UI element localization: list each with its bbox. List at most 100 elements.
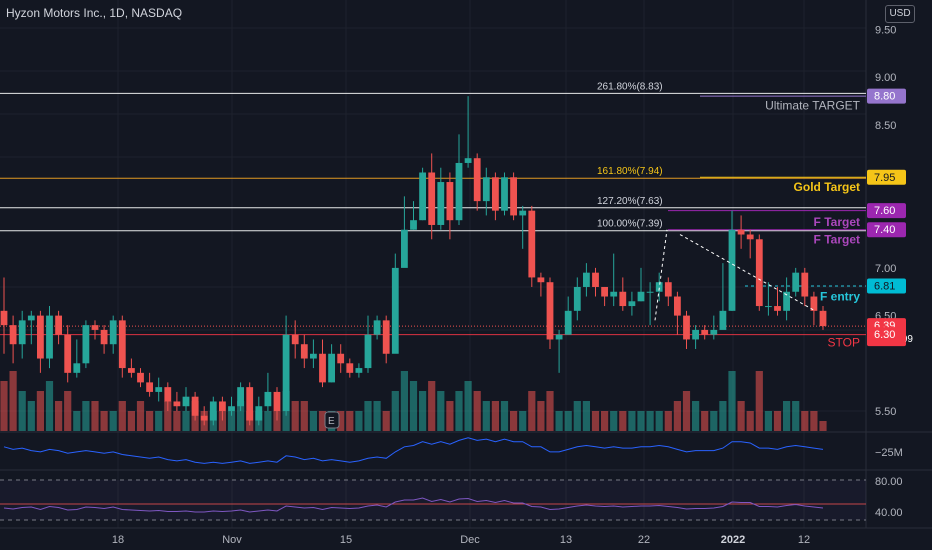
candle bbox=[346, 358, 354, 378]
volume-bar bbox=[464, 381, 472, 431]
currency-button[interactable]: USD bbox=[885, 5, 915, 23]
candle bbox=[118, 315, 126, 378]
volume-bar bbox=[118, 401, 126, 431]
candle-body bbox=[746, 234, 754, 240]
volume-bar bbox=[182, 411, 190, 431]
volume-bar bbox=[746, 411, 754, 431]
volume-bar bbox=[455, 391, 463, 431]
volume-bar bbox=[728, 371, 736, 431]
symbol-title[interactable]: Hyzon Motors Inc., 1D, NASDAQ bbox=[6, 6, 183, 20]
candle-body bbox=[182, 396, 190, 407]
candle bbox=[537, 272, 545, 297]
annotation-stop: STOP bbox=[828, 335, 860, 349]
volume-bar bbox=[164, 401, 172, 431]
volume-bar bbox=[564, 411, 572, 431]
price-tag-tag-740 bbox=[867, 222, 906, 238]
volume-bar bbox=[100, 411, 108, 431]
candle bbox=[555, 329, 563, 373]
candle bbox=[692, 325, 699, 349]
candle-body bbox=[100, 329, 108, 345]
candle-body bbox=[228, 406, 235, 411]
volume-bar bbox=[801, 411, 809, 431]
volume-bar bbox=[737, 401, 745, 431]
candle-body bbox=[419, 172, 426, 221]
volume-bar bbox=[428, 381, 436, 431]
price-tag-tag-795 bbox=[867, 169, 906, 185]
volume-bar bbox=[364, 401, 372, 431]
volume-bar bbox=[755, 371, 763, 431]
candle-body bbox=[519, 210, 527, 216]
volume-bar bbox=[237, 401, 245, 431]
candle bbox=[473, 153, 481, 211]
volume-bar bbox=[601, 411, 609, 431]
volume-bar bbox=[264, 411, 272, 431]
candle bbox=[291, 320, 299, 359]
candle bbox=[64, 325, 72, 383]
annotation-gold-target: Gold Target bbox=[794, 180, 860, 194]
price-tick-label: 9.00 bbox=[875, 72, 896, 84]
volume-bar bbox=[710, 411, 718, 431]
candle-body bbox=[664, 282, 672, 297]
candle bbox=[601, 286, 608, 307]
price-tick-label: 8.50 bbox=[875, 120, 896, 132]
candle-body bbox=[492, 177, 499, 211]
price-tick-label: 7.00 bbox=[875, 263, 896, 275]
volume-bar bbox=[619, 411, 627, 431]
candle-body bbox=[737, 229, 745, 235]
candle-body bbox=[610, 291, 618, 297]
volume-bar bbox=[273, 411, 281, 431]
candle bbox=[464, 96, 472, 168]
volume-bar bbox=[792, 401, 800, 431]
candle-body bbox=[391, 267, 399, 354]
volume-bar bbox=[819, 421, 827, 431]
candle-body bbox=[82, 325, 90, 364]
candle-body bbox=[728, 229, 736, 311]
price-tag-label-tag-740: 7.40 bbox=[874, 224, 895, 236]
candle-body bbox=[300, 344, 308, 359]
candle bbox=[137, 368, 144, 388]
volume-bar bbox=[482, 401, 490, 431]
candle-body bbox=[755, 239, 763, 307]
candle-body bbox=[792, 272, 800, 292]
candle-body bbox=[783, 291, 790, 311]
volume-bar bbox=[27, 401, 35, 431]
candle bbox=[173, 391, 181, 411]
candle bbox=[646, 282, 654, 326]
candle-body bbox=[291, 334, 299, 345]
volume-bar bbox=[491, 401, 499, 431]
volume-bar bbox=[701, 411, 709, 431]
candle bbox=[519, 205, 527, 249]
candle bbox=[200, 406, 208, 426]
candle bbox=[628, 291, 636, 316]
candle bbox=[774, 286, 781, 316]
candle-body bbox=[173, 401, 181, 407]
annotation-f-target-2: F Target bbox=[814, 232, 860, 246]
volume-bar bbox=[55, 401, 63, 431]
earnings-marker bbox=[324, 411, 340, 429]
volume-bar bbox=[682, 391, 691, 431]
volume-bar bbox=[73, 411, 81, 431]
candle bbox=[337, 344, 345, 373]
volume-bar bbox=[18, 391, 26, 431]
candle-body bbox=[146, 382, 153, 392]
time-tick-label: Dec bbox=[460, 534, 480, 546]
volume-bar bbox=[91, 401, 99, 431]
volume-bar bbox=[309, 411, 317, 431]
volume-bar bbox=[810, 411, 818, 431]
candle-body bbox=[637, 291, 645, 302]
candle bbox=[728, 210, 736, 311]
candle-body bbox=[564, 310, 572, 335]
candle-body bbox=[373, 320, 381, 335]
candle bbox=[583, 263, 590, 297]
candle bbox=[273, 387, 281, 421]
candle-body bbox=[46, 315, 53, 359]
candle bbox=[182, 387, 190, 411]
volume-bar bbox=[783, 401, 791, 431]
candle bbox=[37, 310, 44, 373]
candle-body bbox=[164, 387, 172, 402]
time-tick-label: 22 bbox=[638, 534, 650, 546]
candle-body bbox=[364, 334, 372, 369]
candle-body bbox=[674, 296, 681, 316]
volume-bar bbox=[9, 371, 17, 431]
